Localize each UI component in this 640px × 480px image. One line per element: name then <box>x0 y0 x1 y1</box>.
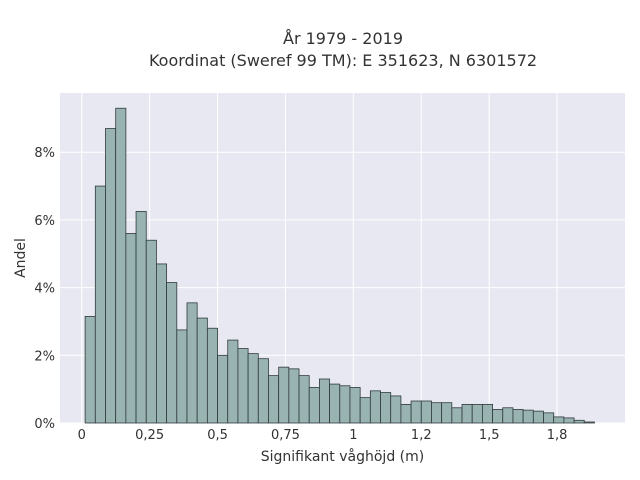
histogram-bar <box>166 282 178 424</box>
histogram-bar <box>461 403 473 424</box>
histogram-bar <box>522 409 534 424</box>
histogram-bar <box>278 366 290 424</box>
y-axis-ticks: 0% 2% 4% 6% 8% <box>34 146 55 432</box>
histogram-bar <box>451 407 463 424</box>
histogram-bar <box>359 397 371 424</box>
histogram-bar <box>390 395 402 424</box>
histogram-bar <box>502 407 514 424</box>
histogram-bar <box>431 402 443 424</box>
histogram-bar <box>573 419 585 424</box>
chart-title-line-1: År 1979 - 2019 <box>283 29 403 48</box>
histogram-bar <box>563 417 575 424</box>
histogram-bar <box>512 409 524 424</box>
chart-title-line-2: Koordinat (Sweref 99 TM): E 351623, N 63… <box>148 51 538 70</box>
histogram-bar <box>471 403 483 424</box>
histogram-bar <box>125 233 137 424</box>
histogram-bar <box>553 416 565 424</box>
histogram-bar <box>308 387 320 424</box>
histogram-bar <box>268 375 280 424</box>
histogram-bar <box>196 317 208 424</box>
histogram-bar <box>206 327 218 424</box>
bars <box>84 107 595 424</box>
histogram-bar <box>227 339 239 424</box>
y-tick-label: 6% <box>34 214 55 229</box>
histogram-bar <box>257 358 269 424</box>
histogram-bar <box>298 375 310 424</box>
histogram-bar <box>481 403 493 424</box>
x-tick-label: 1 <box>349 428 357 443</box>
histogram-bar <box>583 421 595 424</box>
histogram-bar <box>115 107 127 424</box>
histogram-bar <box>237 348 249 424</box>
histogram-bar <box>319 378 330 424</box>
histogram-bar <box>420 400 432 424</box>
histogram-bar <box>410 400 422 424</box>
y-tick-label: 4% <box>34 282 55 297</box>
x-tick-label: 0,75 <box>271 428 300 443</box>
histogram-bar <box>441 402 453 424</box>
y-tick-label: 8% <box>34 146 55 161</box>
histogram-bar <box>288 368 300 424</box>
y-tick-label: 0% <box>34 417 55 432</box>
histogram-bar <box>176 329 188 424</box>
histogram-bar <box>339 385 351 424</box>
histogram-bar <box>369 390 381 424</box>
histogram-bar <box>105 128 117 424</box>
histogram-bar <box>543 412 555 424</box>
y-axis-label: Andel <box>13 238 29 278</box>
x-tick-label: 0 <box>78 428 86 443</box>
x-axis-ticks: 0 0,25 0,5 0,75 1 1,2 1,5 1,8 <box>78 428 568 443</box>
histogram-bar <box>84 315 96 424</box>
histogram-bar <box>135 211 147 424</box>
histogram-bar <box>94 185 106 424</box>
histogram-bar <box>380 392 392 424</box>
x-tick-label: 0,5 <box>207 428 228 443</box>
x-tick-label: 1,2 <box>411 428 432 443</box>
x-tick-label: 1,8 <box>547 428 568 443</box>
histogram-bar <box>492 409 504 424</box>
x-tick-label: 1,5 <box>479 428 500 443</box>
chart-title: År 1979 - 2019 Koordinat (Sweref 99 TM):… <box>0 28 640 72</box>
histogram-bar <box>186 302 198 424</box>
histogram-bar <box>349 387 361 424</box>
histogram-bar <box>400 403 412 424</box>
histogram-bar <box>329 383 341 424</box>
x-tick-label: 0,25 <box>135 428 164 443</box>
y-tick-label: 2% <box>34 349 55 364</box>
x-axis-label: Signifikant våghöjd (m) <box>261 448 424 465</box>
histogram-bar <box>532 410 544 424</box>
histogram-bar <box>247 353 259 424</box>
histogram-bar <box>156 263 168 424</box>
histogram-bar <box>145 239 157 424</box>
histogram-bar <box>217 354 229 424</box>
